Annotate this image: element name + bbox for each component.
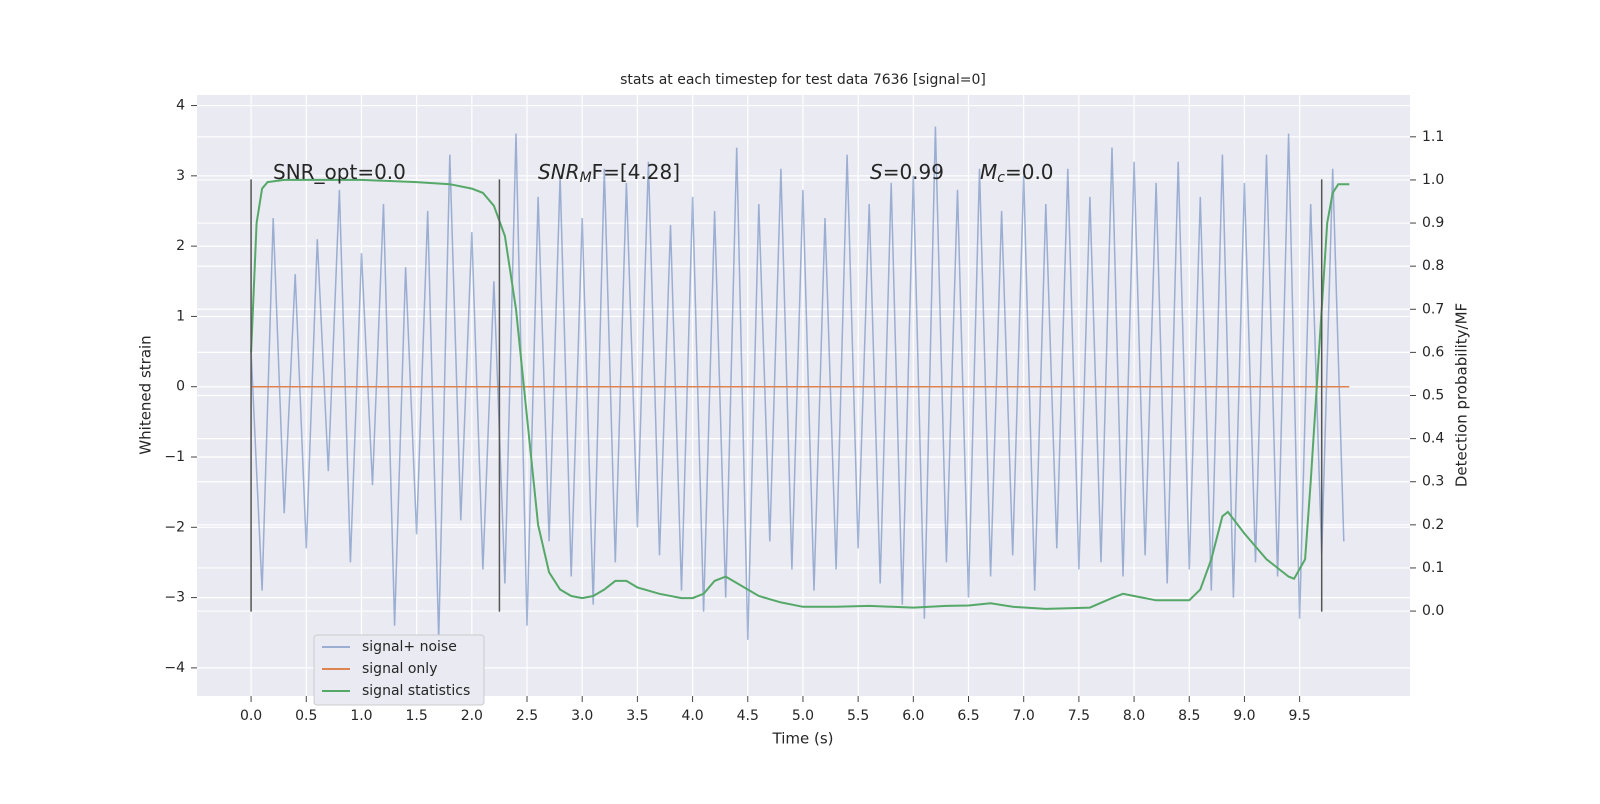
x-tick-label: 3.5 bbox=[626, 708, 648, 724]
y-axis-label: Whitened strain bbox=[137, 335, 155, 454]
y-tick-label: −2 bbox=[164, 519, 185, 535]
x-tick-label: 7.0 bbox=[1013, 708, 1035, 724]
y-tick-label: 3 bbox=[176, 168, 185, 184]
y2-tick-label: 0.9 bbox=[1422, 215, 1444, 231]
annotation-text: SNR_opt=0.0 bbox=[273, 160, 406, 184]
y-tick-label: −4 bbox=[164, 660, 185, 676]
x-tick-label: 0.0 bbox=[240, 708, 262, 724]
y2-tick-label: 1.1 bbox=[1422, 129, 1444, 145]
series-line bbox=[250, 178, 1350, 610]
y-tick-label: −1 bbox=[164, 449, 185, 465]
annotation-text: F=[4.28] bbox=[592, 160, 680, 184]
x-tick-label: 9.5 bbox=[1288, 708, 1310, 724]
x-tick-label: 8.5 bbox=[1178, 708, 1200, 724]
x-tick-label: 2.5 bbox=[516, 708, 538, 724]
y2-tick-label: 0.8 bbox=[1422, 258, 1444, 274]
series-line bbox=[250, 126, 1345, 640]
annotation-italic: S bbox=[870, 160, 883, 184]
y2-tick-label: 0.0 bbox=[1422, 603, 1444, 619]
y2-tick-label: 0.2 bbox=[1422, 517, 1444, 533]
x-axis-label: Time (s) bbox=[772, 730, 834, 748]
y2-tick-label: 0.5 bbox=[1422, 388, 1444, 404]
legend-label: signal+ noise bbox=[362, 639, 457, 655]
x-tick-label: 6.5 bbox=[957, 708, 979, 724]
y2-tick-label: 0.7 bbox=[1422, 301, 1444, 317]
x-tick-label: 5.0 bbox=[792, 708, 814, 724]
annotation-text: =0.0 bbox=[1005, 160, 1054, 184]
annotation-italic: M bbox=[980, 160, 997, 184]
x-tick-label: 7.5 bbox=[1068, 708, 1090, 724]
annotation-italic: SNR bbox=[538, 160, 580, 184]
x-tick-label: 3.0 bbox=[571, 708, 593, 724]
legend-box bbox=[313, 634, 485, 706]
x-tick-label: 1.0 bbox=[350, 708, 372, 724]
annotation: SNR_opt=0.0 bbox=[273, 160, 406, 184]
x-tick-label: 4.0 bbox=[681, 708, 703, 724]
y-tick-label: 0 bbox=[176, 379, 185, 395]
legend-label: signal statistics bbox=[362, 683, 470, 699]
chart-title: stats at each timestep for test data 763… bbox=[620, 72, 986, 88]
y2-tick-label: 0.6 bbox=[1422, 344, 1444, 360]
x-tick-label: 1.5 bbox=[406, 708, 428, 724]
x-tick-label: 5.5 bbox=[847, 708, 869, 724]
legend-label: signal only bbox=[362, 661, 437, 677]
x-tick-label: 6.0 bbox=[902, 708, 924, 724]
x-tick-label: 2.0 bbox=[461, 708, 483, 724]
annotation: Mc=0.0 bbox=[980, 160, 1054, 187]
annotation-text: =0.99 bbox=[883, 160, 944, 184]
annotation-sub: c bbox=[997, 170, 1005, 186]
annotation: SNRMF=[4.28] bbox=[538, 160, 680, 187]
x-tick-label: 4.5 bbox=[737, 708, 759, 724]
y2-tick-label: 1.0 bbox=[1422, 172, 1444, 188]
y-tick-label: 2 bbox=[176, 238, 185, 254]
y2-tick-label: 0.4 bbox=[1422, 431, 1444, 447]
annotation: S=0.99 bbox=[870, 160, 944, 184]
x-tick-label: 0.5 bbox=[295, 708, 317, 724]
annotation-sub: M bbox=[580, 170, 592, 186]
y2-tick-label: 0.1 bbox=[1422, 560, 1444, 576]
y2-axis-label: Detection probability/MF bbox=[1453, 303, 1471, 487]
x-tick-label: 8.0 bbox=[1123, 708, 1145, 724]
y-tick-label: −3 bbox=[164, 590, 185, 606]
y2-tick-label: 0.3 bbox=[1422, 474, 1444, 490]
y-tick-label: 1 bbox=[176, 308, 185, 324]
x-tick-label: 9.0 bbox=[1233, 708, 1255, 724]
y-tick-label: 4 bbox=[176, 98, 185, 114]
